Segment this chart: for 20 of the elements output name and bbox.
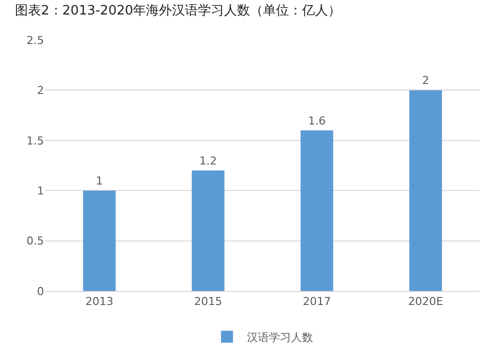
y-tick-label: 2.5 [26, 34, 44, 47]
bar [83, 190, 116, 291]
data-label: 1.2 [199, 154, 217, 168]
bar [192, 170, 224, 291]
bar [409, 90, 442, 291]
y-tick-label: 1 [37, 184, 44, 198]
y-tick-label: 2 [37, 84, 44, 98]
chart-title: 图表2：2013-2020年海外汉语学习人数（单位：亿人） [15, 4, 342, 19]
y-tick-label: 0 [37, 284, 44, 298]
data-label: 1 [96, 174, 103, 188]
x-tick-label: 2013 [85, 295, 114, 308]
bar [300, 130, 334, 291]
x-tick-label: 2015 [194, 295, 222, 308]
data-label: 1.6 [308, 114, 326, 128]
y-tick-label: 1.5 [26, 134, 44, 148]
legend-label: 汉语学习人数 [247, 331, 313, 344]
y-tick-label: 0.5 [26, 234, 44, 248]
x-tick-label: 2017 [302, 295, 331, 308]
x-tick-label: 2020E [408, 295, 444, 308]
data-label: 2 [422, 74, 430, 88]
